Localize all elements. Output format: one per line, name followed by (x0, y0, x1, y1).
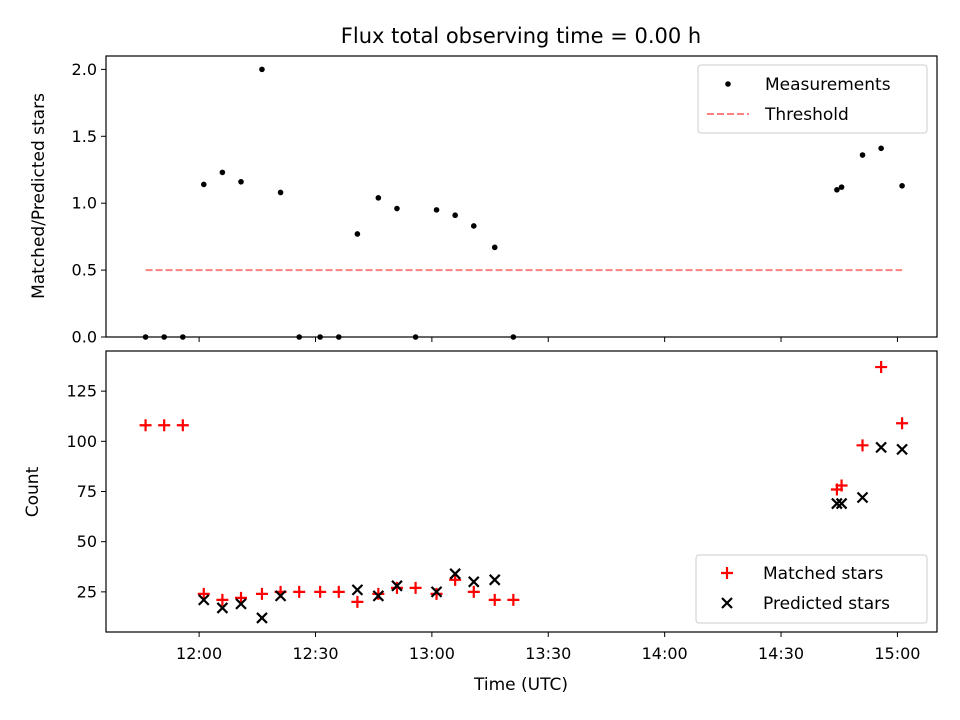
matched-stars-point (430, 587, 443, 600)
bottom-legend: Matched stars Predicted stars (695, 554, 928, 624)
bottom-ylabel: Count (23, 466, 43, 517)
bottom-xlabel: Time (UTC) (473, 675, 568, 695)
matched-stars-point (293, 585, 306, 598)
measurement-point (878, 145, 884, 152)
predicted-stars-point (372, 590, 385, 602)
top-ytick-label: 2.0 (72, 60, 97, 79)
bottom-ytick-label: 100 (66, 432, 97, 451)
bottom-xtick-label: 14:00 (642, 644, 688, 663)
predicted-stars-point (835, 497, 848, 510)
predicted-stars-point (274, 590, 287, 602)
legend-predicted-marker (721, 597, 733, 609)
measurement-point (259, 66, 265, 73)
predicted-stars-point (430, 586, 443, 598)
matched-stars-point (332, 585, 345, 598)
bottom-ytick-label: 25 (77, 582, 97, 601)
measurement-point (277, 189, 284, 196)
bottom-xtick-label: 12:00 (176, 644, 222, 663)
predicted-stars-point (351, 584, 364, 596)
matched-stars-point (390, 581, 403, 594)
bottom-plot-area: 25 50 75 100 125 12:00 12:30 13:00 13:30 14:00 14:… (66, 361, 920, 663)
measurement-point (834, 187, 840, 193)
measurement-point (491, 244, 498, 251)
matched-stars-point (449, 573, 462, 586)
matched-stars-point (896, 417, 909, 430)
legend-threshold-label: Threshold (764, 105, 849, 125)
measurement-point (838, 184, 845, 190)
legend-predicted-label: Predicted stars (763, 594, 890, 614)
matched-stars-point (314, 585, 327, 598)
matched-stars-point (835, 479, 848, 492)
bottom-ytick-label: 50 (77, 532, 97, 551)
predicted-stars-point (197, 594, 210, 606)
legend-matched-marker (721, 567, 733, 579)
matched-stars-point (875, 361, 888, 374)
bottom-ytick-label: 75 (77, 482, 97, 501)
predicted-stars-point (391, 580, 403, 592)
bottom-axes-frame (105, 350, 938, 633)
bottom-xtick-label: 12:30 (292, 644, 338, 663)
measurement-point (238, 178, 244, 185)
matched-stars-point (409, 581, 422, 594)
legend-matched-label: Matched stars (763, 564, 883, 584)
predicted-stars-point (856, 491, 869, 504)
top-axes-frame (105, 55, 938, 338)
bottom-xtick-label: 14:30 (758, 644, 804, 663)
bottom-ytick-label: 125 (66, 382, 97, 401)
bottom-xtick-label: 15:00 (874, 644, 920, 663)
matched-stars-point (507, 593, 520, 606)
measurement-point (375, 195, 382, 201)
measurement-point (394, 205, 400, 212)
predicted-stars-point (831, 497, 843, 510)
matched-stars-point (235, 591, 248, 604)
predicted-stars-point (256, 612, 268, 624)
measurement-point (859, 152, 866, 158)
predicted-stars-point (235, 598, 247, 610)
matched-stars-point (467, 585, 480, 598)
legend-measurements-marker (725, 81, 731, 87)
top-ytick-label: 1.0 (72, 194, 97, 213)
matched-stars-point (488, 593, 501, 606)
matched-stars-point (351, 595, 364, 608)
predicted-stars-point (896, 443, 908, 456)
matched-stars-point (216, 593, 229, 606)
matched-stars-point (158, 419, 171, 432)
top-legend-box (697, 64, 928, 134)
predicted-stars-point (449, 568, 461, 580)
top-ytick-label: 0.0 (72, 328, 97, 347)
bottom-xtick-label: 13:00 (409, 644, 455, 663)
matched-stars-point (856, 439, 869, 452)
predicted-stars-point (488, 574, 501, 586)
predicted-stars-point (875, 441, 887, 454)
predicted-stars-point (216, 602, 229, 614)
predicted-stars-point (468, 576, 480, 588)
bottom-xtick-label: 13:30 (525, 644, 571, 663)
measurement-point (470, 223, 477, 229)
matched-stars-point (176, 419, 189, 432)
top-ytick-label: 0.5 (72, 261, 97, 280)
matched-stars-point (197, 587, 210, 600)
bottom-legend-box (695, 554, 928, 624)
top-ylabel: Matched/Predicted stars (29, 93, 49, 299)
measurement-point (452, 212, 458, 219)
top-ytick-label: 1.5 (72, 127, 97, 146)
matched-stars-point (255, 587, 268, 600)
top-legend: Measurements Threshold (697, 64, 928, 134)
legend-measurements-label: Measurements (765, 75, 891, 95)
measurement-point (354, 231, 361, 237)
measurement-point (200, 181, 207, 188)
measurement-point (433, 207, 440, 213)
chart-title: Flux total observing time = 0.00 h (341, 24, 701, 48)
measurement-point (219, 169, 226, 176)
matched-stars-point (372, 587, 385, 600)
measurement-point (899, 182, 905, 189)
matched-stars-point (139, 419, 152, 432)
